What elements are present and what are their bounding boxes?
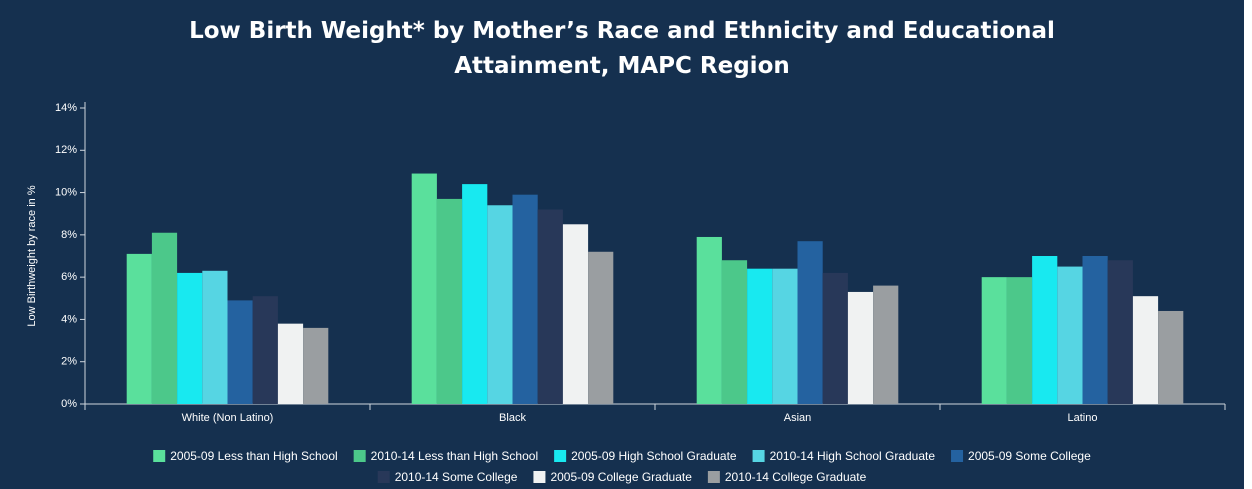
legend-swatch: [153, 450, 166, 462]
bar: [747, 268, 773, 404]
bar: [277, 323, 304, 404]
legend-swatch: [533, 471, 546, 483]
legend-swatch: [707, 471, 720, 483]
legend-label: 2005-09 Less than High School: [170, 449, 337, 463]
bar: [847, 291, 874, 404]
bar: [411, 173, 437, 404]
bar: [487, 205, 513, 404]
legend-label: 2005-09 College Graduate: [550, 470, 692, 484]
x-tick-label: Black: [499, 412, 526, 424]
bar: [721, 260, 748, 404]
legend-label: 2010-14 College Graduate: [725, 470, 867, 484]
bar: [227, 300, 253, 404]
y-axis-label: Low Birthweight by race in %: [26, 185, 38, 326]
legend-label: 2010-14 High School Graduate: [770, 449, 936, 463]
legend-label: 2005-09 Some College: [968, 449, 1091, 463]
bar: [462, 184, 488, 404]
bar: [797, 241, 823, 404]
bar: [436, 198, 463, 404]
bar: [1082, 256, 1108, 404]
bar: [696, 236, 722, 404]
y-tick-label: 8%: [61, 229, 77, 241]
bar: [252, 296, 278, 404]
legend-swatch: [752, 450, 765, 462]
bar: [202, 270, 228, 404]
bar: [1158, 310, 1184, 404]
y-tick-label: 2%: [61, 356, 77, 368]
bar: [1032, 256, 1058, 404]
x-tick-label: Latino: [1068, 412, 1098, 424]
bar: [151, 232, 178, 404]
bar: [1107, 260, 1133, 404]
y-tick-label: 0%: [61, 398, 77, 410]
bar: [822, 272, 848, 404]
y-tick-label: 6%: [61, 271, 77, 283]
legend-label: 2010-14 Some College: [395, 470, 518, 484]
bar: [303, 327, 329, 404]
y-tick-label: 12%: [55, 144, 77, 156]
bar: [537, 209, 563, 404]
legend-label: 2005-09 High School Graduate: [571, 449, 737, 463]
bar: [562, 224, 589, 404]
bar: [873, 285, 899, 404]
chart-title: Low Birth Weight* by Mother’s Race and E…: [189, 18, 1055, 79]
legend-swatch: [353, 450, 366, 462]
bar: [981, 277, 1007, 404]
legend-swatch: [377, 471, 390, 483]
y-tick-label: 10%: [55, 186, 77, 198]
x-tick-label: White (Non Latino): [182, 412, 274, 424]
bar: [1006, 277, 1033, 404]
y-tick-label: 14%: [55, 102, 77, 114]
legend-swatch: [951, 450, 964, 462]
bar: [772, 268, 798, 404]
legend-label: 2010-14 Less than High School: [371, 449, 538, 463]
bar: [1057, 266, 1083, 404]
bar: [177, 272, 203, 404]
bar: [1132, 296, 1159, 404]
bar: [126, 253, 152, 404]
y-tick-label: 4%: [61, 313, 77, 325]
legend-swatch: [554, 450, 567, 462]
x-tick-label: Asian: [784, 412, 812, 424]
bar: [512, 194, 538, 404]
bar: [588, 251, 614, 404]
